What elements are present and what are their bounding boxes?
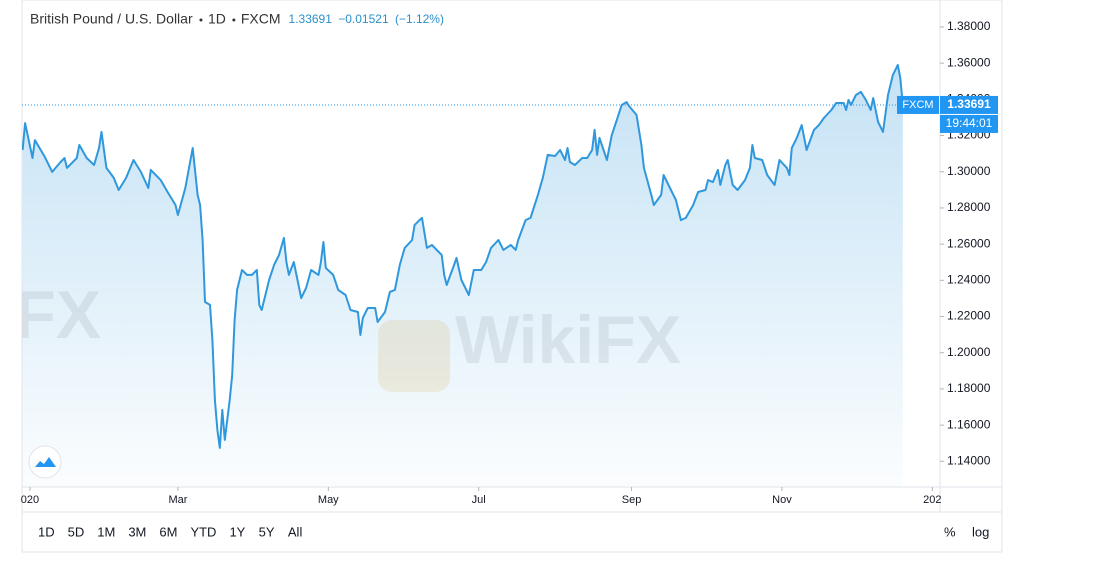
toolbar: 1D 5D 1M 3M 6M YTD 1Y 5Y All% log <box>38 524 989 539</box>
axes: 1.14000 1.16000 1.18000 1.20000 1.22000 1.240… <box>21 19 998 506</box>
scale-button[interactable]: % <box>944 524 956 539</box>
y-tick-label: 1.14000 <box>947 453 991 467</box>
symbol-title: British Pound / U.S. Dollar <box>30 11 193 27</box>
y-tick-label: 1.22000 <box>947 309 991 323</box>
separator <box>232 18 236 22</box>
source: FXCM <box>241 11 281 27</box>
x-tick-label: Jul <box>472 494 486 506</box>
price-badge <box>940 95 998 114</box>
y-tick-label: 1.18000 <box>947 381 991 395</box>
price-line <box>22 64 904 449</box>
last-price: 1.33691 <box>289 12 333 26</box>
interval: 1D <box>208 11 226 27</box>
range-button[interactable]: 6M <box>159 524 177 539</box>
y-tick-label: 1.26000 <box>947 236 991 250</box>
watermark-logo <box>995 0 1055 40</box>
plot <box>22 64 940 487</box>
x-tick-label: Nov <box>772 494 792 506</box>
time-badge-label: 19:44:01 <box>946 116 993 130</box>
separator <box>199 18 203 22</box>
y-tick-label: 1.36000 <box>947 55 991 69</box>
x-tick-label: May <box>318 494 339 506</box>
x-tick-label: Mar <box>168 494 187 506</box>
x-tick-label: 202 <box>923 494 941 506</box>
range-button[interactable]: 1Y <box>229 524 245 539</box>
watermark-text: WikiFX <box>1082 302 1107 378</box>
chart-logo[interactable] <box>28 445 62 479</box>
y-tick-label: 1.16000 <box>947 417 991 431</box>
source-badge-label: FXCM <box>902 99 933 111</box>
watermark-text: WikiFX <box>1062 0 1107 58</box>
scale-button[interactable]: log <box>972 524 989 539</box>
y-tick-label: 1.38000 <box>947 19 991 33</box>
x-tick-label: 020 <box>21 494 39 506</box>
x-tick-label: Sep <box>622 494 642 506</box>
range-button[interactable]: 5D <box>68 524 85 539</box>
time-badge <box>940 114 998 133</box>
range-button[interactable]: 1D <box>38 524 55 539</box>
range-button[interactable]: 3M <box>128 524 146 539</box>
y-tick-label: 1.24000 <box>947 273 991 287</box>
y-tick-label: 1.28000 <box>947 200 991 214</box>
change-percent: (−1.12%) <box>395 12 444 26</box>
change: −0.01521 <box>338 12 389 26</box>
logo-circle <box>28 445 62 479</box>
range-button[interactable]: All <box>288 524 303 539</box>
range-button[interactable]: YTD <box>190 524 216 539</box>
range-button[interactable]: 1M <box>97 524 115 539</box>
source-badge <box>897 95 939 114</box>
price-badge-label: 1.33691 <box>947 97 991 111</box>
logo-icon <box>35 457 56 467</box>
watermark-logo <box>1002 318 1074 390</box>
header: British Pound / U.S. Dollar 1D FXCM 1.33… <box>30 11 444 27</box>
y-tick-label: 1.20000 <box>947 345 991 359</box>
y-tick-label: 1.30000 <box>947 164 991 178</box>
area-fill <box>22 65 903 487</box>
range-button[interactable]: 5Y <box>259 524 275 539</box>
